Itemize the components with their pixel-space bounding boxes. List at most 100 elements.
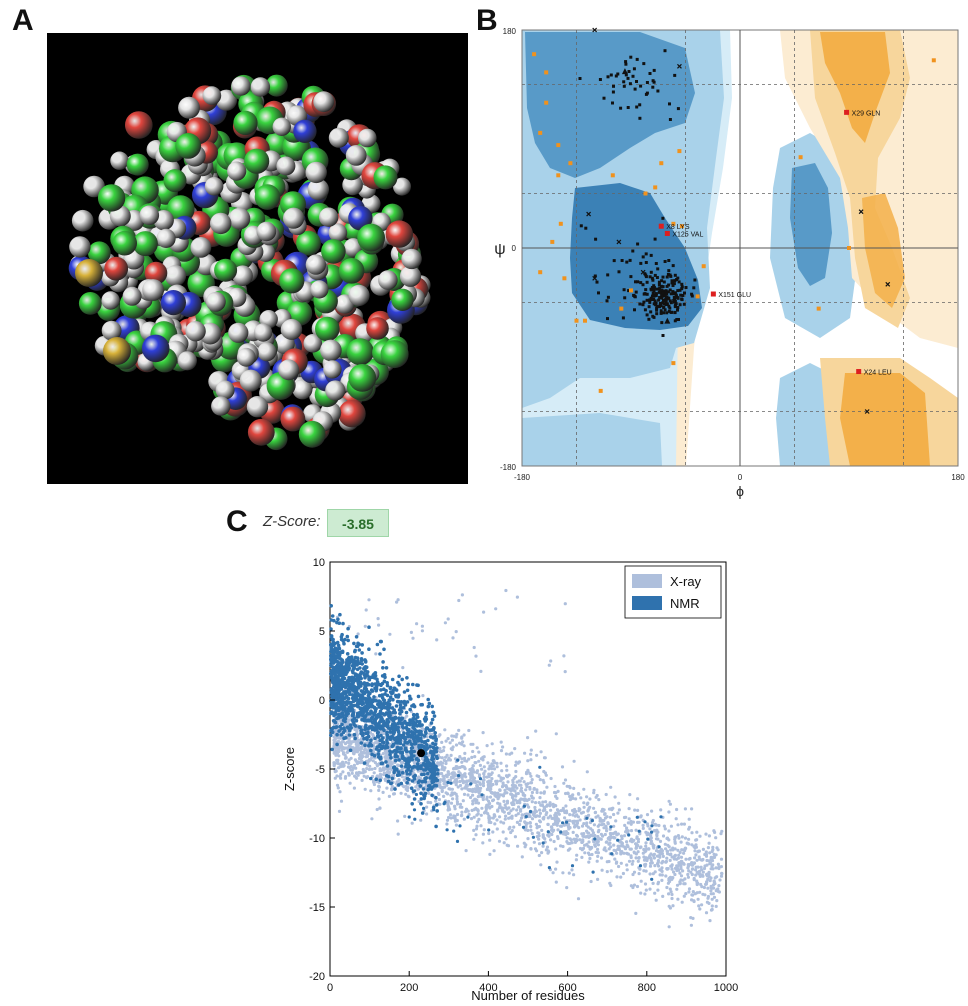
glycine-residue-point	[696, 294, 700, 298]
xray-point	[533, 806, 536, 809]
xray-point	[703, 893, 706, 896]
nmr-point	[388, 753, 392, 757]
nmr-point	[410, 733, 414, 737]
xray-point	[587, 861, 590, 864]
xray-point	[526, 829, 529, 832]
carbon-atom	[279, 268, 304, 293]
xray-point	[526, 837, 529, 840]
glycine-residue-point	[562, 276, 566, 280]
nmr-point	[345, 703, 349, 707]
xray-point	[620, 851, 623, 854]
xray-point	[535, 754, 538, 757]
residue-point	[666, 285, 669, 288]
xray-point	[628, 807, 631, 810]
xray-point	[443, 782, 446, 785]
nmr-point	[337, 671, 341, 675]
xray-point	[491, 742, 494, 745]
residue-point	[623, 288, 626, 291]
nmr-point	[423, 734, 427, 738]
xray-point	[533, 841, 536, 844]
xray-point	[617, 845, 620, 848]
xray-point	[597, 829, 600, 832]
residue-point	[622, 316, 625, 319]
xray-point	[447, 773, 450, 776]
xray-point	[691, 917, 694, 920]
xray-point	[644, 849, 647, 852]
residue-point	[658, 305, 661, 308]
nmr-point	[411, 746, 415, 750]
nmr-point	[410, 743, 414, 747]
xray-point	[483, 765, 486, 768]
xray-point	[677, 861, 680, 864]
hydrogen-atom	[278, 359, 299, 380]
xray-point	[514, 770, 517, 773]
xray-point	[644, 845, 647, 848]
xray-point	[353, 764, 356, 767]
nmr-point	[378, 705, 382, 709]
xray-point	[334, 754, 337, 757]
nmr-point	[434, 743, 438, 747]
nmr-point	[457, 774, 460, 777]
xray-point	[569, 786, 572, 789]
xray-point	[545, 813, 548, 816]
xray-point	[658, 853, 661, 856]
xray-point	[358, 771, 361, 774]
nmr-point	[406, 683, 410, 687]
xray-point	[512, 781, 515, 784]
xray-point	[401, 775, 404, 778]
xray-point	[374, 652, 377, 655]
xray-point	[652, 882, 655, 885]
xray-point	[464, 787, 467, 790]
xray-point	[550, 825, 553, 828]
nmr-point	[432, 728, 436, 732]
nmr-point	[353, 677, 357, 681]
residue-point	[650, 254, 653, 257]
xray-point	[569, 798, 572, 801]
xray-point	[656, 838, 659, 841]
xray-point	[472, 764, 475, 767]
xray-point	[466, 793, 469, 796]
xray-point	[474, 801, 477, 804]
xray-point	[671, 904, 674, 907]
residue-point	[642, 62, 645, 65]
hydrogen-atom	[216, 381, 235, 400]
nmr-point	[379, 700, 383, 704]
hydrogen-atom	[228, 323, 248, 343]
xray-point	[526, 769, 529, 772]
xray-point	[463, 752, 466, 755]
nmr-point	[349, 701, 353, 705]
nmr-point	[425, 711, 429, 715]
xray-point	[609, 786, 612, 789]
xray-point	[673, 855, 676, 858]
xray-point	[590, 834, 593, 837]
xray-point	[517, 812, 520, 815]
xray-point	[374, 741, 377, 744]
nmr-point	[389, 737, 393, 741]
xray-point	[496, 808, 499, 811]
nmr-point	[360, 741, 364, 745]
xray-point	[349, 782, 352, 785]
xray-point	[455, 765, 458, 768]
xray-point	[555, 732, 558, 735]
nmr-point	[379, 718, 383, 722]
residue-point	[668, 307, 671, 310]
xray-point	[597, 798, 600, 801]
xray-point	[715, 866, 718, 869]
nmr-point	[348, 733, 352, 737]
nmr-point	[368, 678, 372, 682]
xray-point	[434, 800, 437, 803]
nmr-point	[415, 757, 419, 761]
nmr-point	[411, 683, 415, 687]
nmr-point	[390, 692, 394, 696]
xray-point	[444, 760, 447, 763]
xray-point	[531, 778, 534, 781]
nmr-point	[335, 704, 339, 708]
residue-point	[610, 74, 613, 77]
xray-point	[483, 828, 486, 831]
nmr-point	[335, 733, 339, 737]
hydrogen-atom	[320, 340, 342, 362]
xray-point	[480, 768, 483, 771]
xray-point	[517, 805, 520, 808]
nmr-point	[424, 730, 428, 734]
xray-point	[554, 868, 557, 871]
